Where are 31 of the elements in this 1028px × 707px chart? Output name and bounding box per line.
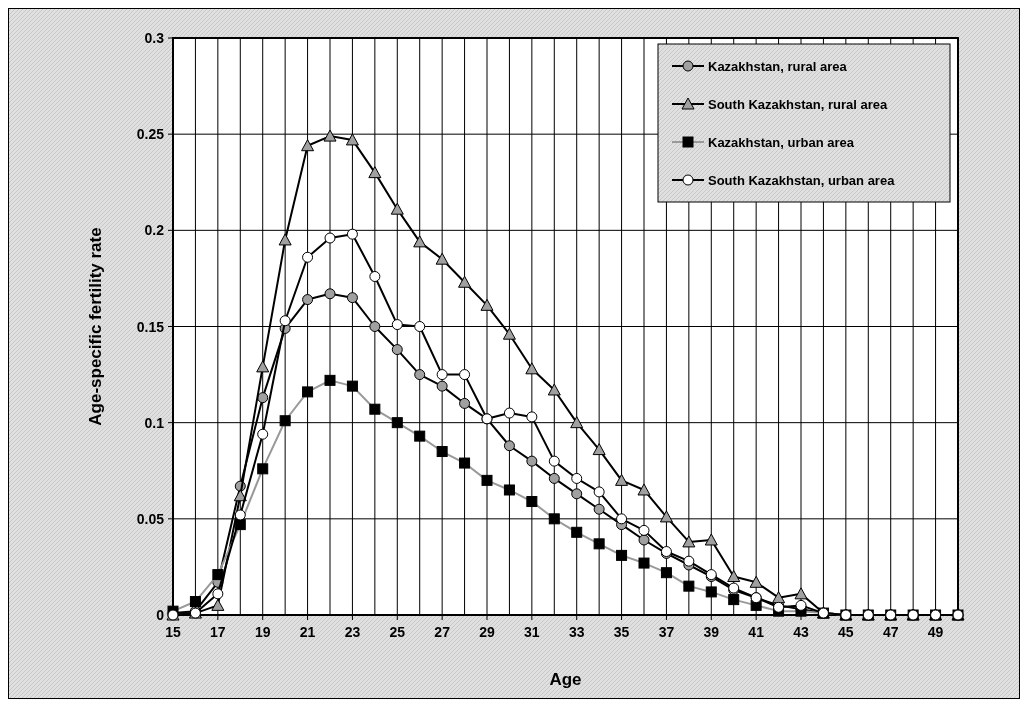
legend-label: Kazakhstan, rural area bbox=[708, 59, 848, 74]
x-tick-label: 19 bbox=[254, 624, 271, 640]
x-tick-label: 21 bbox=[299, 624, 316, 640]
x-tick-label: 23 bbox=[344, 624, 361, 640]
x-tick-label: 41 bbox=[748, 624, 765, 640]
y-tick-label: 0.05 bbox=[136, 510, 165, 527]
x-tick-label: 17 bbox=[210, 624, 226, 640]
x-tick-label: 15 bbox=[165, 624, 181, 640]
x-tick-label: 39 bbox=[703, 624, 720, 640]
x-tick-label: 35 bbox=[613, 624, 630, 640]
x-tick-label: 31 bbox=[524, 624, 540, 640]
x-axis-title: Age bbox=[549, 670, 582, 689]
x-tick-label: 47 bbox=[882, 624, 899, 640]
x-tick-label: 45 bbox=[838, 624, 854, 640]
x-tick-label: 25 bbox=[389, 624, 406, 640]
x-tick-label: 27 bbox=[434, 624, 451, 640]
legend-label: South Kazakhstan, urban area bbox=[708, 173, 896, 188]
y-tick-label: 0.2 bbox=[144, 222, 165, 239]
x-tick-label: 37 bbox=[658, 624, 675, 640]
y-tick-label: 0.1 bbox=[144, 414, 165, 431]
x-tick-label: 29 bbox=[479, 624, 495, 640]
x-tick-label: 49 bbox=[927, 624, 944, 640]
y-axis-title: Age-specific fertility rate bbox=[86, 227, 105, 426]
legend-label: Kazakhstan, urban area bbox=[708, 135, 855, 150]
legend-label: South Kazakhstan, rural area bbox=[708, 97, 888, 112]
y-tick-label: 0.3 bbox=[144, 30, 165, 46]
y-tick-label: 0.15 bbox=[136, 318, 165, 335]
x-tick-label: 43 bbox=[793, 624, 809, 640]
y-tick-label: 0.25 bbox=[136, 126, 165, 143]
x-tick-label: 33 bbox=[568, 624, 585, 640]
y-tick-label: 0 bbox=[156, 607, 165, 623]
